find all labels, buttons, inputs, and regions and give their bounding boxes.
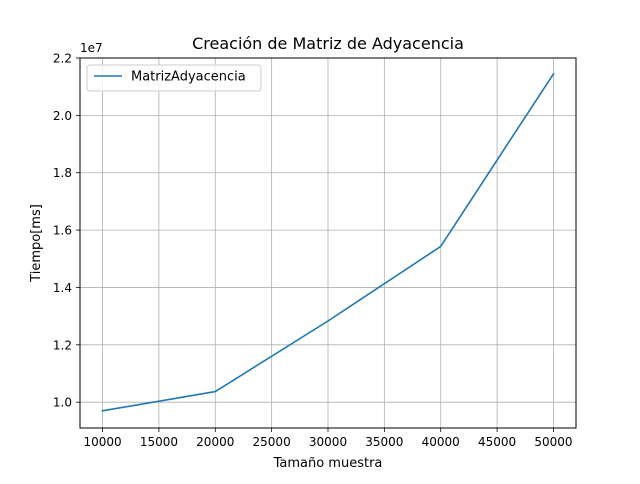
x-tick-label: 35000 bbox=[365, 435, 403, 449]
y-tick-label: 1.4 bbox=[53, 281, 72, 295]
x-axis-label: Tamaño muestra bbox=[273, 456, 383, 471]
series-layer bbox=[101, 72, 555, 412]
y-tick-label: 2.2 bbox=[53, 52, 72, 66]
x-tick-label: 40000 bbox=[422, 435, 460, 449]
y-tick-label: 2.0 bbox=[53, 109, 72, 123]
y-tick-label: 1.2 bbox=[53, 338, 72, 352]
x-tick-label: 10000 bbox=[83, 435, 121, 449]
x-tick-label: 45000 bbox=[478, 435, 516, 449]
y-offset-label: 1e7 bbox=[80, 41, 103, 55]
x-tick-label: 20000 bbox=[196, 435, 234, 449]
x-tick-label: 50000 bbox=[534, 435, 572, 449]
y-tick-label: 1.8 bbox=[53, 166, 72, 180]
y-axis-label: Tiempo[ms] bbox=[29, 204, 44, 283]
legend: MatrizAdyacencia bbox=[86, 64, 262, 92]
grid bbox=[80, 57, 576, 428]
chart-title: Creación de Matriz de Adyacencia bbox=[192, 34, 464, 53]
legend-label: MatrizAdyacencia bbox=[131, 70, 246, 85]
x-tick-label: 30000 bbox=[309, 435, 347, 449]
y-tick-label: 1.0 bbox=[53, 396, 72, 410]
series-line-MatrizAdyacencia bbox=[101, 72, 555, 412]
x-tick-label: 15000 bbox=[140, 435, 178, 449]
y-tick-label: 1.6 bbox=[53, 224, 72, 238]
legend-box bbox=[86, 64, 262, 92]
y-axis-ticks: 1.0 1.2 1.4 1.6 1.8 2.0 2.2 bbox=[53, 52, 80, 410]
x-tick-label: 25000 bbox=[253, 435, 291, 449]
x-axis-ticks: 10000 15000 20000 25000 30000 35000 40000 45000… bbox=[83, 428, 573, 449]
